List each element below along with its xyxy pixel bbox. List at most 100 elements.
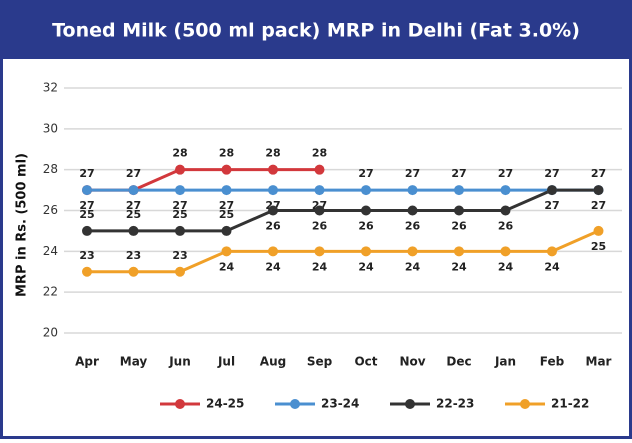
value-label: 24: [312, 260, 328, 273]
x-tick-label: Apr: [75, 355, 99, 369]
point: [500, 205, 511, 216]
value-label: 23: [172, 249, 187, 262]
point: [314, 205, 325, 216]
y-tick-label: 28: [43, 162, 58, 176]
point: [221, 225, 232, 236]
value-label: 24: [451, 260, 467, 273]
legend-label: 24-25: [206, 397, 244, 411]
x-tick-label: Jan: [494, 355, 516, 369]
point: [82, 225, 92, 236]
y-tick-label: 26: [43, 203, 58, 217]
point: [593, 225, 604, 236]
value-label: 24: [498, 260, 514, 273]
value-label: 28: [265, 147, 280, 160]
point: [221, 185, 232, 196]
value-label: 28: [312, 147, 327, 160]
point: [547, 246, 557, 257]
x-tick-label: Oct: [354, 355, 377, 369]
point: [268, 164, 278, 175]
value-label: 26: [358, 220, 374, 233]
point: [454, 246, 464, 257]
legend-label: 23-24: [321, 397, 359, 411]
series-line: [87, 229, 600, 274]
x-tick-label: Sep: [307, 355, 333, 369]
x-tick-label: Dec: [446, 355, 471, 369]
point: [407, 205, 418, 216]
point: [314, 185, 325, 196]
value-label: 26: [312, 220, 328, 233]
point: [221, 164, 232, 175]
legend-label: 22-23: [436, 397, 474, 411]
point: [454, 205, 464, 216]
x-tick-label: May: [120, 355, 148, 369]
value-label: 25: [219, 208, 234, 221]
point: [128, 225, 139, 236]
x-tick-label: Mar: [586, 355, 612, 369]
legend-marker: [290, 399, 300, 409]
value-label: 27: [591, 199, 606, 212]
legend-label: 21-22: [551, 397, 589, 411]
value-label: 27: [358, 167, 373, 180]
x-tick-label: Jul: [217, 355, 235, 369]
point: [407, 185, 418, 196]
value-label: 27: [219, 199, 234, 212]
y-axis-label: MRP in Rs. (500 ml): [15, 153, 30, 297]
value-label: 26: [405, 220, 421, 233]
point: [361, 246, 371, 257]
point: [407, 246, 418, 257]
point: [221, 246, 232, 257]
series-line: [87, 188, 599, 233]
value-label: 24: [544, 260, 560, 273]
point: [175, 266, 185, 277]
value-label: 27: [544, 199, 559, 212]
y-tick-label: 24: [43, 244, 58, 258]
value-label: 25: [126, 208, 141, 221]
value-label: 24: [358, 260, 374, 273]
point: [175, 225, 185, 236]
y-tick-label: 30: [43, 121, 58, 135]
value-label: 26: [265, 220, 281, 233]
point: [175, 185, 185, 196]
y-tick-label: 22: [43, 285, 58, 299]
point: [268, 205, 278, 216]
point: [82, 266, 92, 277]
value-label: 27: [126, 199, 141, 212]
legend-marker: [405, 399, 415, 409]
value-label: 27: [451, 167, 466, 180]
point: [82, 185, 92, 196]
legend-marker: [175, 399, 185, 409]
value-label: 23: [79, 249, 94, 262]
value-label: 27: [591, 167, 606, 180]
value-label: 27: [172, 199, 187, 212]
value-label: 26: [451, 220, 467, 233]
value-label: 27: [544, 167, 559, 180]
point: [454, 185, 464, 196]
value-label: 27: [79, 199, 94, 212]
chart-title: Toned Milk (500 ml pack) MRP in Delhi (F…: [52, 20, 580, 42]
value-label: 25: [172, 208, 187, 221]
point: [314, 164, 325, 175]
value-label: 23: [126, 249, 141, 262]
value-label: 24: [219, 260, 235, 273]
x-tick-label: Feb: [540, 355, 565, 369]
point: [593, 185, 604, 196]
value-label: 27: [79, 167, 94, 180]
value-label: 28: [219, 147, 234, 160]
title-bar: [3, 3, 629, 59]
y-tick-label: 32: [43, 81, 58, 95]
value-label: 27: [126, 167, 141, 180]
point: [128, 266, 139, 277]
value-label: 27: [498, 167, 513, 180]
value-label: 25: [79, 208, 94, 221]
point: [547, 185, 557, 196]
point: [500, 185, 511, 196]
point: [500, 246, 511, 257]
value-label: 27: [405, 167, 420, 180]
value-label: 28: [172, 147, 187, 160]
point: [314, 246, 325, 257]
point: [128, 185, 139, 196]
legend-marker: [520, 399, 530, 409]
point: [361, 205, 371, 216]
point: [175, 164, 185, 175]
